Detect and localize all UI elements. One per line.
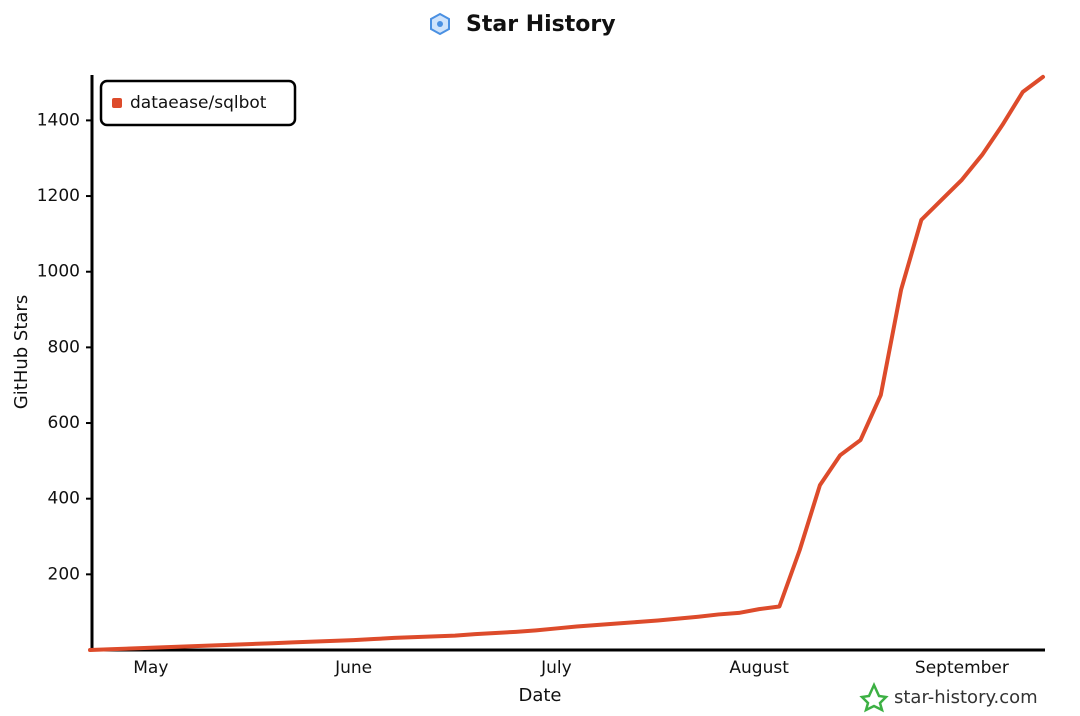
y-tick-label: 800 — [48, 337, 80, 357]
y-tick-label: 200 — [48, 564, 80, 584]
legend-label: dataease/sqlbot — [130, 93, 267, 113]
x-tick-label: September — [915, 658, 1009, 678]
watermark-icon — [859, 681, 889, 713]
x-tick-label: June — [334, 658, 372, 678]
x-tick-label: July — [540, 658, 572, 678]
x-tick-label: May — [133, 658, 168, 678]
logo-icon — [430, 12, 450, 36]
legend-box — [99, 79, 297, 127]
y-axis-label: GitHub Stars — [11, 295, 32, 409]
y-tick-label: 1400 — [37, 110, 80, 130]
y-tick-label: 600 — [48, 413, 80, 433]
y-tick-label: 1000 — [37, 262, 80, 282]
legend-swatch — [112, 98, 122, 108]
x-tick-label: August — [729, 658, 789, 678]
series-line — [88, 74, 1045, 652]
x-axis-label: Date — [518, 685, 561, 706]
chart-title: Star History — [466, 12, 616, 37]
y-tick-label: 400 — [48, 489, 80, 509]
watermark: star-history.com — [894, 687, 1038, 708]
y-tick-label: 1200 — [37, 186, 80, 206]
